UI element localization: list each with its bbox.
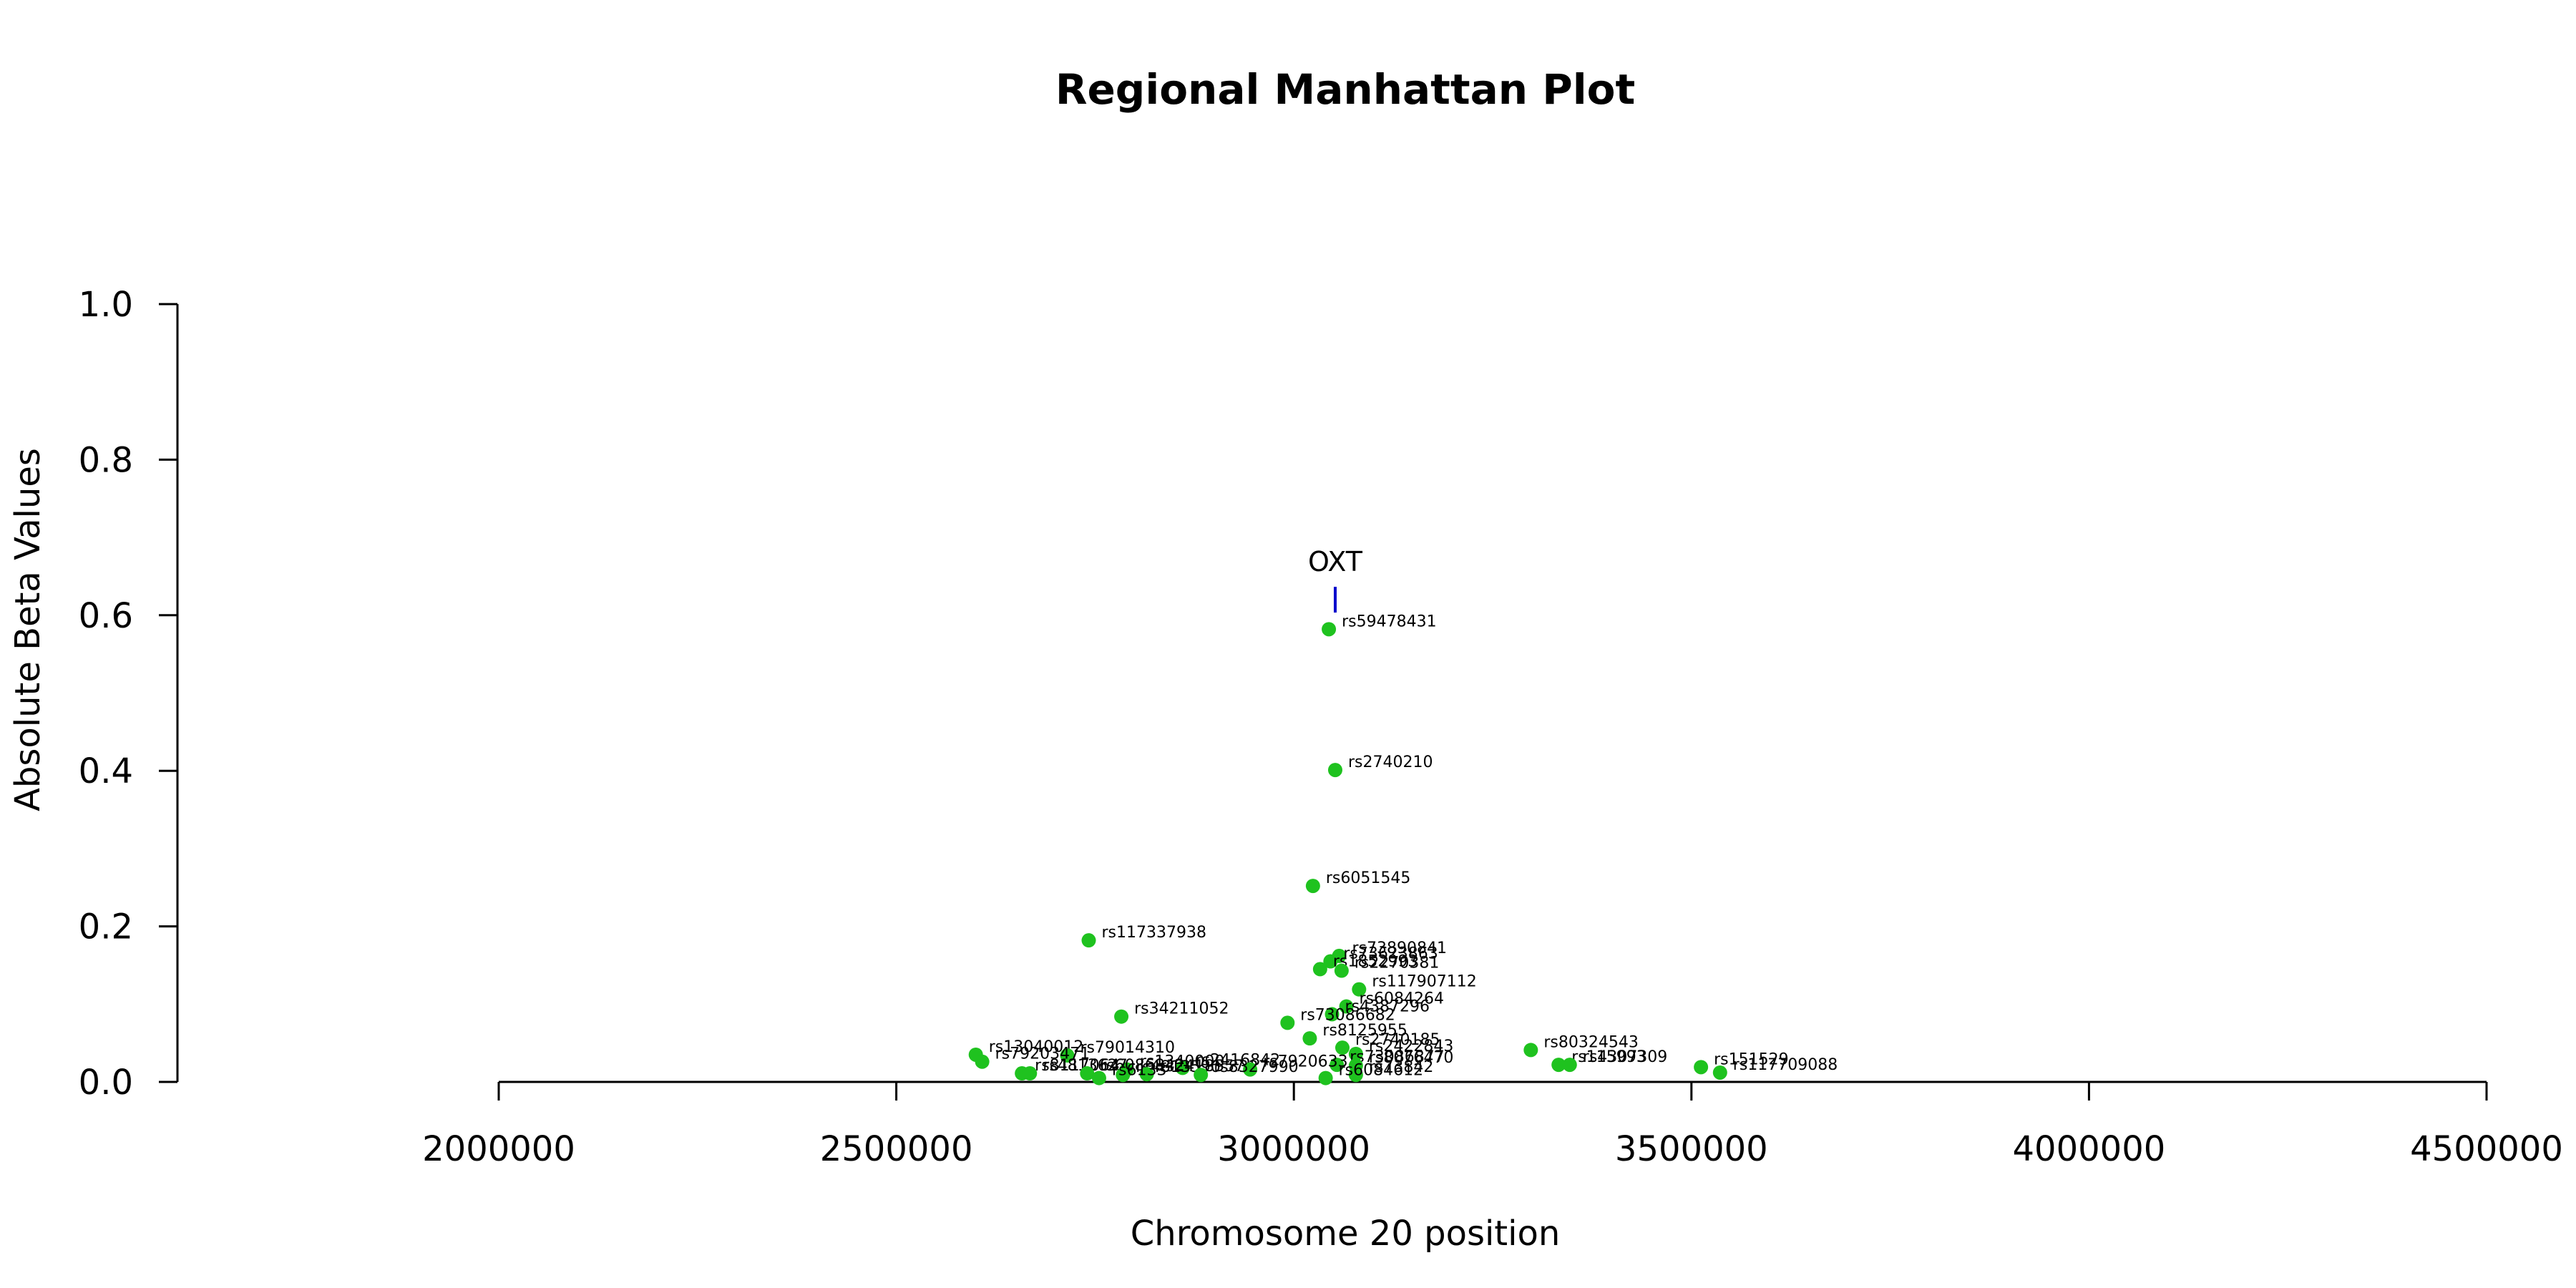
snp-label: rs2740210 [1348,753,1433,771]
snp-point [975,1054,990,1069]
snp-point [1334,963,1349,978]
snp-label: rs151529 [1714,1050,1789,1068]
y-axis-label: Absolute Beta Values [8,448,48,811]
snp-point [1060,1048,1075,1063]
snp-point [1324,1007,1340,1022]
snp-point [1116,1068,1131,1083]
snp-label: rs2270381 [1355,955,1440,972]
snp-label: rs8125955 [1322,1022,1407,1040]
snp-label: rs2422843 [1369,1038,1454,1055]
snp-point [1114,1009,1129,1024]
snp-point [1023,1066,1038,1081]
snp-point [1352,982,1367,997]
snp-label: rs8076470 [1369,1049,1454,1067]
y-tick-label: 0.4 [79,751,133,791]
snp-label: rs6051545 [1326,869,1411,887]
snp-point [1523,1043,1538,1058]
x-tick-label: 3500000 [1615,1129,1768,1169]
snp-point [1312,962,1327,977]
snp-point [1305,879,1320,894]
x-axis: 2000000 2500000 3000000 3500000 4000000 45000… [422,1080,2563,1169]
snp-point [1335,1040,1350,1055]
y-axis: 0.0 0.2 0.4 0.6 0.8 1.0 [79,285,179,1103]
snp-points: rs59478431 rs2740210 rs6051545 rs117337938 r… [968,613,1838,1085]
snp-label: rs73623863 [1343,945,1438,963]
snp-label: rs34211052 [1134,1000,1229,1018]
y-tick-label: 0.6 [79,596,133,636]
snp-label: rs1340000 [1140,1053,1225,1071]
gene-marker: OXT [1308,546,1363,613]
snp-point [1323,954,1338,969]
x-tick-label: 2500000 [820,1129,973,1169]
y-tick-label: 0.2 [79,907,133,947]
chart-title: Regional Manhattan Plot [1055,65,1635,114]
snp-point [1562,1058,1577,1073]
x-tick-label: 3000000 [1217,1129,1370,1169]
snp-point [1551,1058,1566,1073]
snp-point [1694,1060,1709,1075]
snp-label: rs73086682 [1300,1006,1395,1024]
snp-point [1175,1060,1190,1075]
snp-label: rs59478431 [1342,613,1436,630]
snp-label: rs73890841 [1352,940,1447,957]
snp-point [1318,1070,1333,1085]
snp-label: rs8117064 [1035,1057,1120,1075]
snp-point [1330,1058,1345,1073]
snp-point [1080,1066,1095,1081]
snp-point [1348,1068,1363,1083]
snp-label: rs79014310 [1080,1039,1175,1057]
snp-label: rs6084264 [1360,990,1445,1008]
x-tick-label: 4500000 [2410,1129,2563,1169]
snp-label: rs80324543 [1543,1033,1638,1051]
y-tick-label: 1.0 [79,285,133,325]
snp-label: rs2416842 [1196,1051,1281,1069]
gene-label: OXT [1308,546,1363,577]
snp-label: rs115993 [1571,1048,1646,1066]
snp-label: rs6084612 [1339,1062,1424,1080]
snp-label: rs8327990 [1214,1058,1299,1076]
x-tick-label: 2000000 [422,1129,575,1169]
snp-point [1091,1070,1106,1085]
snp-point [1081,933,1096,948]
x-tick-label: 4000000 [2013,1129,2166,1169]
y-tick-label: 0.8 [79,440,133,480]
snp-label: rs117907112 [1372,973,1476,991]
snp-label: rs117709088 [1733,1056,1838,1074]
snp-point [1280,1015,1295,1030]
y-tick-label: 0.0 [79,1063,133,1103]
snp-label: rs4307309 [1583,1048,1668,1066]
snp-point [1243,1062,1258,1077]
snp-point [1712,1065,1727,1080]
snp-point [1339,999,1354,1014]
snp-label: rs117337938 [1102,924,1206,942]
snp-point [1322,622,1337,637]
snp-label: rs73842 [1369,1058,1434,1076]
snp-point [1139,1067,1154,1082]
snp-point [1348,1046,1363,1061]
snp-point [1302,1031,1317,1046]
snp-label: rs79203471 [995,1045,1090,1063]
snp-label: rs2740185 [1355,1031,1440,1049]
snp-label: rs73086877 [1350,1048,1444,1066]
snp-label: rs4387296 [1345,997,1430,1015]
snp-point [1327,763,1342,778]
snp-label: rs7920633 [1263,1053,1348,1071]
snp-point [1194,1068,1209,1083]
x-axis-label: Chromosome 20 position [1131,1214,1561,1254]
snp-label: rs6133 [1112,1062,1167,1080]
